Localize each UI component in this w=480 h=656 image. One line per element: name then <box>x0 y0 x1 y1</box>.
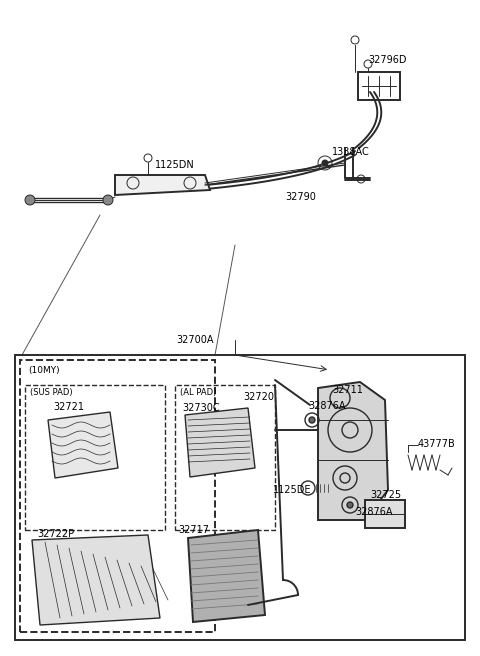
Text: 32790: 32790 <box>285 192 316 202</box>
Text: (10MY): (10MY) <box>28 365 60 375</box>
Bar <box>25 385 165 530</box>
Polygon shape <box>318 382 388 520</box>
Bar <box>20 360 215 632</box>
Text: 32721: 32721 <box>53 402 84 412</box>
Text: 1125DE: 1125DE <box>273 485 312 495</box>
Text: 43777B: 43777B <box>418 439 456 449</box>
Text: 32796D: 32796D <box>368 55 407 65</box>
Polygon shape <box>185 408 255 477</box>
Text: 32720: 32720 <box>243 392 274 402</box>
Circle shape <box>309 417 315 423</box>
Text: 32722P: 32722P <box>37 529 74 539</box>
Bar <box>175 385 275 530</box>
Text: 1125DN: 1125DN <box>155 160 195 170</box>
Circle shape <box>25 195 35 205</box>
Text: 32700A: 32700A <box>176 335 214 345</box>
Text: (AL PAD): (AL PAD) <box>180 388 216 398</box>
Bar <box>365 500 405 528</box>
Text: (SUS PAD): (SUS PAD) <box>30 388 72 398</box>
Circle shape <box>347 502 353 508</box>
Polygon shape <box>115 175 210 195</box>
Polygon shape <box>48 412 118 478</box>
Circle shape <box>322 160 328 166</box>
Text: 1338AC: 1338AC <box>332 147 370 157</box>
Text: 32876A: 32876A <box>308 401 346 411</box>
Text: 32725: 32725 <box>370 490 401 500</box>
Bar <box>358 72 400 100</box>
Text: 32730C: 32730C <box>182 403 220 413</box>
Polygon shape <box>32 535 160 625</box>
Text: 32876A: 32876A <box>355 507 393 517</box>
Polygon shape <box>188 530 265 622</box>
Text: 32711: 32711 <box>332 385 363 395</box>
Circle shape <box>103 195 113 205</box>
Text: 32717: 32717 <box>178 525 209 535</box>
Bar <box>15 355 465 640</box>
